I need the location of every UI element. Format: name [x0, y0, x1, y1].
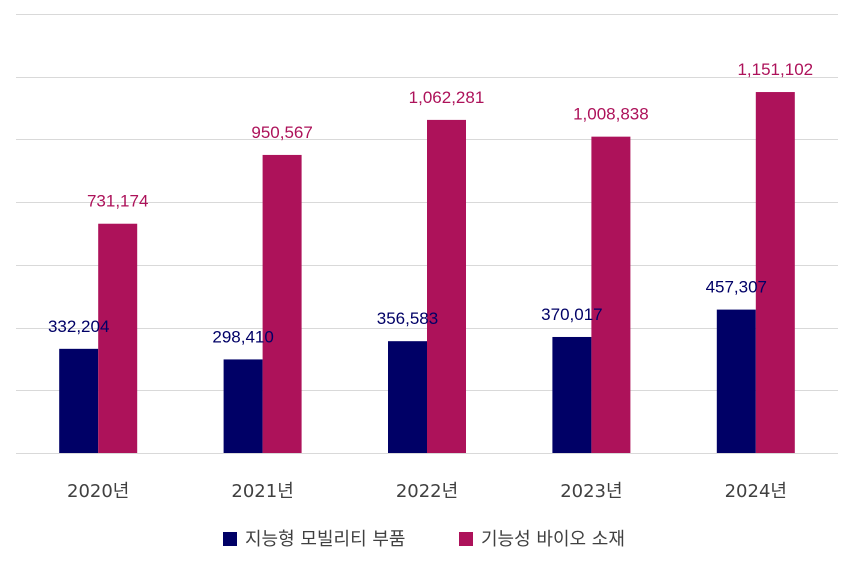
data-label-bio-0: 731,174: [87, 192, 148, 211]
data-label-mobility-4: 457,307: [706, 278, 767, 297]
bar-bio-2: [427, 119, 466, 453]
bar-bio-0: [98, 223, 138, 453]
bar-mobility-3: [552, 336, 592, 453]
bars: [59, 92, 795, 453]
legend-label-mobility: 지능형 모빌리티 부품: [245, 529, 405, 550]
x-tick-label-0: 2020년: [67, 481, 129, 502]
bar-mobility-0: [59, 348, 99, 453]
bar-mobility-1: [223, 359, 263, 453]
bar-bio-3: [591, 136, 631, 453]
x-tick-label-2: 2022년: [396, 481, 458, 502]
x-tick-label-4: 2024년: [725, 481, 787, 502]
bar-bio-1: [262, 154, 302, 453]
data-labels: 332,204 731,174 298,410 950,567 356,583 1,062…: [48, 60, 813, 346]
x-tick-label-3: 2023년: [560, 481, 622, 502]
legend-swatch-mobility: [223, 532, 237, 546]
legend: 지능형 모빌리티 부품 기능성 바이오 소재: [223, 529, 625, 550]
data-label-mobility-2: 356,583: [377, 309, 438, 328]
legend-label-bio: 기능성 바이오 소재: [481, 529, 625, 550]
data-label-mobility-1: 298,410: [212, 327, 273, 346]
x-tick-label-1: 2021년: [231, 481, 293, 502]
bar-mobility-2: [388, 341, 427, 453]
data-label-bio-2: 1,062,281: [409, 88, 485, 107]
data-label-bio-1: 950,567: [251, 123, 312, 142]
bar-mobility-4: [716, 309, 756, 453]
bar-bio-4: [755, 92, 795, 453]
data-label-bio-3: 1,008,838: [573, 105, 649, 124]
x-axis-ticks: 2020년 2021년 2022년 2023년 2024년: [67, 481, 787, 502]
data-label-mobility-0: 332,204: [48, 317, 109, 336]
data-label-bio-4: 1,151,102: [737, 60, 813, 79]
data-label-mobility-3: 370,017: [541, 305, 602, 324]
legend-swatch-bio: [459, 532, 473, 546]
